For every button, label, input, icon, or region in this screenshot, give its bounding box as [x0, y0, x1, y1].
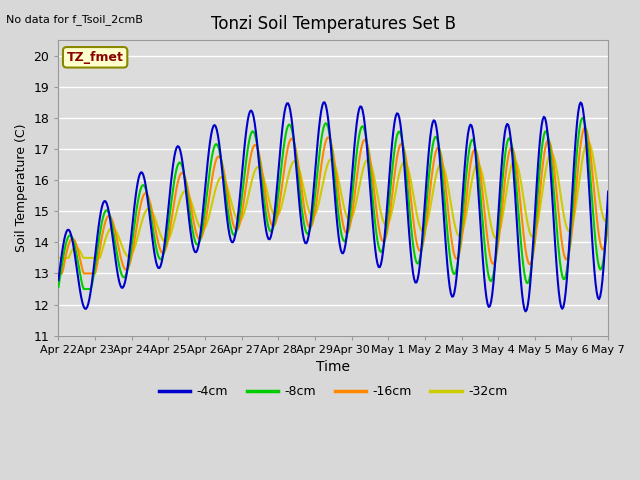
- Y-axis label: Soil Temperature (C): Soil Temperature (C): [15, 124, 28, 252]
- Text: TZ_fmet: TZ_fmet: [67, 51, 124, 64]
- Text: No data for f_Tsoil_2cmB: No data for f_Tsoil_2cmB: [6, 14, 143, 25]
- Legend: -4cm, -8cm, -16cm, -32cm: -4cm, -8cm, -16cm, -32cm: [154, 380, 513, 403]
- Title: Tonzi Soil Temperatures Set B: Tonzi Soil Temperatures Set B: [211, 15, 456, 33]
- X-axis label: Time: Time: [316, 360, 350, 374]
